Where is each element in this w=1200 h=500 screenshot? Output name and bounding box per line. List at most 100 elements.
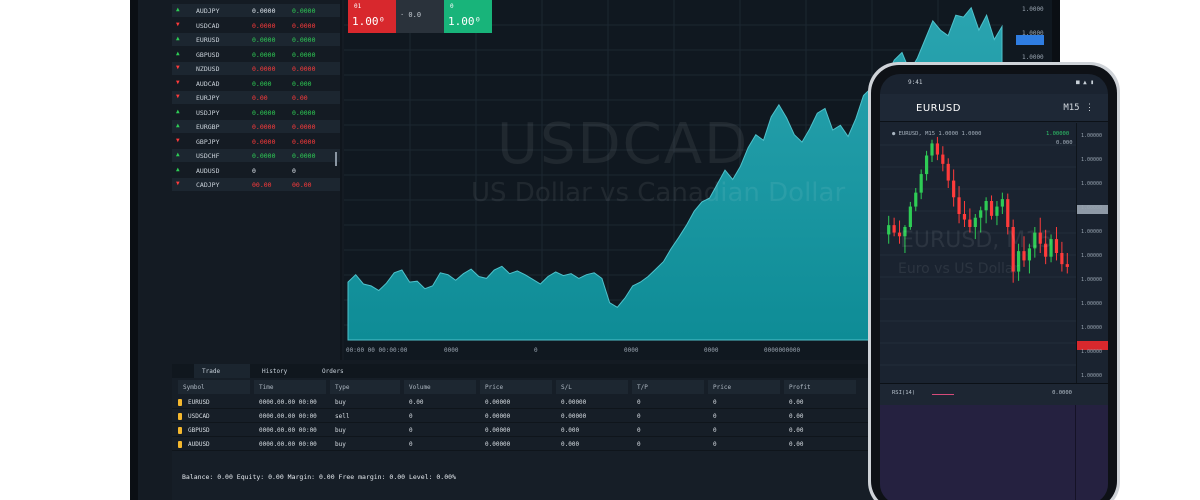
- phone-status-bar: 9:41 ■ ▲ ▮: [880, 74, 1108, 92]
- market-watchlist: ▲ AUDJPY 0.0000 0.0000 ▼ USDCAD 0.0000 0.0000 ▲ E…: [172, 0, 340, 200]
- phone-price-axis: 1.00000 1.00000 1.00000 1.00000 1.00000 1.000…: [1076, 123, 1108, 413]
- candle-body: [952, 180, 956, 198]
- candle-body: [1011, 227, 1015, 272]
- watchlist-row[interactable]: ▲ GBPUSD 0.0000 0.0000: [172, 48, 340, 61]
- watchlist-symbol: AUDUSD: [196, 166, 220, 175]
- indicator-value: 0.0000: [1052, 390, 1072, 396]
- table-cell-time: 0000.00.00 00:00: [259, 413, 317, 420]
- watchlist-row[interactable]: ▼ USDCAD 0.0000 0.0000: [172, 19, 340, 32]
- table-cell-volume: 0: [409, 427, 413, 434]
- table-cell-type: buy: [335, 399, 346, 406]
- phone-symbol-title[interactable]: EURUSD: [916, 103, 961, 114]
- phone-chart-change: 0.000: [1056, 140, 1073, 146]
- watchlist-ask: 0.0000: [292, 50, 316, 59]
- buy-button[interactable]: 0 1.00⁰: [444, 0, 492, 33]
- column-header: T/P: [632, 380, 704, 394]
- candle-body: [957, 197, 961, 214]
- arrow-down-icon: ▼: [176, 136, 180, 144]
- table-cell-symbol: USDCAD: [188, 413, 210, 420]
- watchlist-symbol: EURJPY: [196, 94, 220, 102]
- watchlist-row[interactable]: ▼ GBPJPY 0.0000 0.0000: [172, 135, 340, 148]
- candle-body: [1016, 251, 1021, 272]
- table-cell-tp: 0: [637, 413, 641, 420]
- candle-body: [1033, 232, 1037, 249]
- watchlist-row[interactable]: ▲ AUDUSD 0 0: [172, 164, 340, 177]
- candle-body: [930, 143, 934, 156]
- watchlist-symbol: USDCHF: [196, 152, 220, 160]
- candlestick-chart[interactable]: [880, 123, 1076, 383]
- phone-price-label: 1.00000: [1081, 349, 1103, 355]
- table-row[interactable]: GBPUSD 0000.00.00 00:00 buy 0 0.00000 0.000 0 0…: [172, 424, 1052, 437]
- table-cell-symbol: AUDUSD: [188, 441, 210, 448]
- table-row[interactable]: EURUSD 0000.00.00 00:00 buy 0.00 0.00000 0.00…: [172, 396, 1052, 409]
- phone-chart-info: ● EURUSD, M15 1.0000 1.0000: [892, 131, 982, 137]
- status-icons: ■ ▲ ▮: [1075, 79, 1094, 86]
- column-header: Price: [708, 380, 780, 394]
- watchlist-row[interactable]: ▼ AUDCAD 0.000 0.000: [172, 77, 340, 90]
- watchlist-row[interactable]: ▲ USDJPY 0.0000 0.0000: [172, 106, 340, 119]
- price-axis-label: 1.0000: [1022, 6, 1044, 13]
- candle-body: [908, 206, 912, 227]
- tab-trade[interactable]: Trade: [194, 364, 250, 378]
- table-row[interactable]: AUDUSD 0000.00.00 00:00 buy 0 0.00000 0.000 0 0…: [172, 438, 1052, 451]
- indicator-plot-area: [880, 405, 1076, 500]
- watchlist-symbol: AUDJPY: [196, 7, 220, 15]
- table-cell-time: 0000.00.00 00:00: [259, 441, 317, 448]
- time-axis-label: 0000: [444, 347, 459, 354]
- watchlist-ask: 0.0000: [292, 123, 316, 131]
- arrow-up-icon: ▲: [176, 122, 180, 129]
- watchlist-row[interactable]: ▼ CADJPY 00.00 00.00: [172, 178, 340, 191]
- sell-button[interactable]: 01 1.00⁰: [348, 0, 396, 33]
- symbol-description-watermark: US Dollar vs Canadian Dollar: [471, 178, 846, 208]
- watchlist-row[interactable]: ▲ AUDJPY 0.0000 0.0000: [172, 4, 340, 17]
- table-row[interactable]: USDCAD 0000.00.00 00:00 sell 0 0.00000 0.0000…: [172, 410, 1052, 423]
- phone-price-label: 1.00000: [1081, 205, 1103, 211]
- watchlist-row[interactable]: ▼ NZDUSD 0.0000 0.0000: [172, 62, 340, 75]
- tab-history[interactable]: History: [262, 368, 288, 375]
- arrow-up-icon: ▲: [176, 151, 180, 158]
- position-flag-icon: [178, 427, 182, 434]
- volume-spread[interactable]: · 0.0: [396, 0, 444, 33]
- symbol-watermark: USDCAD: [497, 112, 750, 177]
- watchlist-row[interactable]: ▲ EURGBP 0.0000 0.0000: [172, 120, 340, 133]
- smartphone: 9:41 ■ ▲ ▮ EURUSD M15 ⋮ ● EURUSD, M15 1.…: [868, 62, 1120, 500]
- watchlist-symbol: CADJPY: [196, 181, 220, 189]
- watchlist-row[interactable]: ▲ USDCHF 0.0000 0.0000: [172, 149, 340, 162]
- table-cell-profit: 0.00: [789, 441, 804, 448]
- positions-tabs: Trade History Orders: [172, 364, 1052, 378]
- sidebar-resize-handle[interactable]: [335, 152, 337, 166]
- table-cell-sl: 0.000: [561, 427, 580, 434]
- table-cell-sl: 0.00000: [561, 399, 587, 406]
- watchlist-row[interactable]: ▲ EURUSD 0.0000 0.0000: [172, 33, 340, 46]
- tab-orders[interactable]: Orders: [322, 368, 344, 375]
- phone-indicator-panel: [880, 405, 1108, 500]
- phone-chart[interactable]: ● EURUSD, M15 1.0000 1.0000 1.00000 0.00…: [880, 123, 1108, 413]
- candle-body: [1060, 253, 1064, 265]
- time-axis-label: 0000: [704, 347, 719, 354]
- table-cell-time: 0000.00.00 00:00: [259, 399, 317, 406]
- watchlist-symbol: USDCAD: [196, 21, 220, 30]
- sell-price: 1.00⁰: [352, 15, 386, 28]
- table-cell-profit: 0.00: [789, 399, 804, 406]
- table-cell-sl: 0.00000: [561, 413, 587, 420]
- time-axis-label: 0000: [624, 347, 639, 354]
- table-cell-tp: 0: [637, 399, 641, 406]
- watchlist-bid: 0: [252, 166, 256, 175]
- candle-body: [935, 143, 940, 155]
- arrow-down-icon: ▼: [176, 78, 180, 86]
- watchlist-ask: 0.0000: [292, 36, 316, 44]
- phone-menu-icon[interactable]: M15 ⋮: [1063, 103, 1094, 113]
- table-cell-cur: 0: [713, 413, 717, 420]
- status-time: 9:41: [908, 79, 923, 86]
- indicator-label: RSI(14): [892, 390, 916, 396]
- watchlist-row[interactable]: ▼ EURJPY 0.00 0.00: [172, 91, 340, 104]
- watchlist-symbol: GBPUSD: [196, 50, 220, 59]
- candle-body: [973, 217, 977, 227]
- watchlist-ask: 0: [292, 166, 296, 175]
- column-header: Symbol: [178, 380, 250, 394]
- watchlist-bid: 0.0000: [252, 7, 276, 15]
- table-cell-symbol: GBPUSD: [188, 427, 210, 434]
- phone-price-label: 1.00000: [1081, 133, 1103, 139]
- table-cell-price: 0.00000: [485, 399, 511, 406]
- sidebar-divider: [340, 0, 342, 360]
